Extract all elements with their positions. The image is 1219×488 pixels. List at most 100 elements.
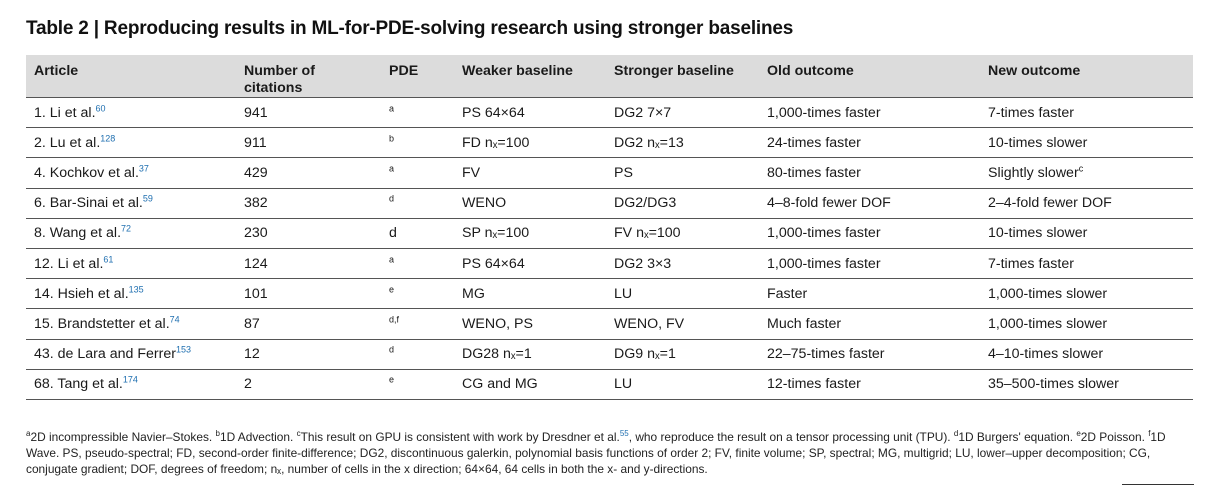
article-name: 68. Tang et al. xyxy=(34,376,123,393)
cell-weaker-baseline: FV xyxy=(454,157,606,189)
cell-pde: d,f xyxy=(381,308,454,340)
cell-old-outcome: Much faster xyxy=(759,308,980,340)
pde-footnote-mark: e xyxy=(389,374,395,385)
article-name: 2. Lu et al. xyxy=(34,134,101,151)
cell-old-outcome: 1,000-times faster xyxy=(759,248,980,280)
pde-footnote-mark: a xyxy=(389,102,395,113)
new-outcome-text: 35–500-times slower xyxy=(988,376,1119,393)
citation-link[interactable]: 74 xyxy=(169,314,180,325)
cell-stronger-baseline: LU xyxy=(606,369,759,400)
new-outcome-text: 10-times slower xyxy=(988,134,1088,151)
header-weaker-baseline: Weaker baseline xyxy=(462,63,573,79)
cell-old-outcome: Faster xyxy=(759,278,980,310)
cell-stronger-baseline: DG2 7×7 xyxy=(606,96,759,129)
cell-article: 43. de Lara and Ferrer153 xyxy=(26,339,236,370)
table-row: 2. Lu et al.128 911 b FD nₓ=100 DG2 nₓ=13 24-… xyxy=(26,127,1193,159)
footnote-mark-e: e xyxy=(1076,429,1081,438)
citation-link[interactable]: 174 xyxy=(122,374,138,385)
citation-link[interactable]: 59 xyxy=(142,193,153,204)
footnote-mark-f: f xyxy=(1148,429,1151,438)
cell-pde: a xyxy=(381,248,454,280)
footnote-e-text: 2D Poisson. xyxy=(1080,429,1149,444)
header-article: Article xyxy=(34,63,79,79)
cell-new-outcome: 10-times slower xyxy=(980,218,1193,249)
pde-footnote-mark: d xyxy=(389,344,395,355)
cell-pde: e xyxy=(381,369,454,400)
cell-weaker-baseline: WENO xyxy=(454,188,606,219)
cell-pde: d xyxy=(381,188,454,219)
page-rule xyxy=(1122,484,1194,485)
cell-weaker-baseline: PS 64×64 xyxy=(454,248,606,280)
cell-pde: d xyxy=(381,339,454,370)
table-row: 8. Wang et al.72 230 d SP nₓ=100 FV nₓ=100 1,… xyxy=(26,218,1193,249)
cell-stronger-baseline: LU xyxy=(606,278,759,310)
cell-article: 4. Kochkov et al.37 xyxy=(26,157,236,189)
citation-link[interactable]: 37 xyxy=(138,163,149,174)
header-new-outcome: New outcome xyxy=(988,63,1081,79)
table-title: Table 2 | Reproducing results in ML-for-… xyxy=(26,18,794,39)
cell-new-outcome: 10-times slower xyxy=(980,127,1193,159)
article-name: 14. Hsieh et al. xyxy=(34,285,129,302)
cell-citations: 12 xyxy=(236,339,381,370)
citation-link[interactable]: 60 xyxy=(95,102,106,113)
footnote-f-text: 1D Wave. PS, pseudo-spectral; FD, second… xyxy=(26,429,1166,476)
footnote-c-citation-link[interactable]: 55 xyxy=(619,429,629,438)
cell-weaker-baseline: WENO, PS xyxy=(454,308,606,340)
footnote-nx-text: nₓ, number of cells in the x direction; … xyxy=(270,461,708,476)
article-name: 1. Li et al. xyxy=(34,104,96,121)
table-row: 12. Li et al.61 124 a PS 64×64 DG2 3×3 1,000-… xyxy=(26,248,1193,280)
cell-stronger-baseline: DG9 nₓ=1 xyxy=(606,339,759,370)
table-row: 14. Hsieh et al.135 101 e MG LU Faster 1,000-t… xyxy=(26,278,1193,310)
article-name: 8. Wang et al. xyxy=(34,225,122,242)
cell-old-outcome: 1,000-times faster xyxy=(759,218,980,249)
citation-link[interactable]: 72 xyxy=(121,223,132,234)
cell-citations: 911 xyxy=(236,127,381,159)
table-body: 1. Li et al.60 941 a PS 64×64 DG2 7×7 1,000-t… xyxy=(26,96,1193,400)
pde-footnote-mark: b xyxy=(389,133,395,144)
cell-new-outcome: 4–10-times slower xyxy=(980,339,1193,370)
cell-citations: 124 xyxy=(236,248,381,280)
pde-footnote-mark: d,f xyxy=(389,314,400,325)
cell-pde: a xyxy=(381,157,454,189)
new-outcome-text: 10-times slower xyxy=(988,225,1088,242)
citation-link[interactable]: 135 xyxy=(128,283,144,294)
table-footnote: a2D incompressible Navier–Stokes. b1D Ad… xyxy=(26,426,1201,477)
new-outcome-text: 1,000-times slower xyxy=(988,285,1108,302)
footnote-b-text: 1D Advection. xyxy=(219,429,297,444)
cell-article: 2. Lu et al.128 xyxy=(26,127,236,159)
cell-article: 6. Bar-Sinai et al.59 xyxy=(26,188,236,219)
footnote-c-text1: This result on GPU is consistent with wo… xyxy=(300,429,620,444)
new-outcome-text: 4–10-times slower xyxy=(988,346,1104,363)
cell-old-outcome: 1,000-times faster xyxy=(759,96,980,129)
article-name: 4. Kochkov et al. xyxy=(34,164,139,181)
pde-footnote-mark: d xyxy=(389,193,395,204)
cell-article: 68. Tang et al.174 xyxy=(26,369,236,400)
cell-weaker-baseline: SP nₓ=100 xyxy=(454,218,606,249)
cell-citations: 429 xyxy=(236,157,381,189)
cell-stronger-baseline: DG2 nₓ=13 xyxy=(606,127,759,159)
cell-old-outcome: 80-times faster xyxy=(759,157,980,189)
article-name: 15. Brandstetter et al. xyxy=(34,315,170,332)
cell-stronger-baseline: PS xyxy=(606,157,759,189)
cell-citations: 382 xyxy=(236,188,381,219)
citation-link[interactable]: 128 xyxy=(100,133,116,144)
article-name: 43. de Lara and Ferrer xyxy=(34,346,176,363)
cell-article: 12. Li et al.61 xyxy=(26,248,236,280)
footnote-d-text: 1D Burgers' equation. xyxy=(958,429,1077,444)
header-citations: Number of citations xyxy=(236,55,381,98)
cell-new-outcome: 7-times faster xyxy=(980,248,1193,280)
cell-citations: 87 xyxy=(236,308,381,340)
cell-stronger-baseline: DG2/DG3 xyxy=(606,188,759,219)
table-header-row: Article Number of citations PDE Weaker ba… xyxy=(26,55,1193,98)
new-outcome-footnote-mark: c xyxy=(1078,163,1084,174)
table-row: 68. Tang et al.174 2 e CG and MG LU 12-times … xyxy=(26,369,1193,400)
table-row: 15. Brandstetter et al.74 87 d,f WENO, PS WE… xyxy=(26,308,1193,340)
cell-pde: b xyxy=(381,127,454,159)
cell-old-outcome: 12-times faster xyxy=(759,369,980,400)
citation-link[interactable]: 61 xyxy=(103,253,114,264)
citation-link[interactable]: 153 xyxy=(175,344,191,355)
cell-weaker-baseline: PS 64×64 xyxy=(454,96,606,129)
table-row: 43. de Lara and Ferrer153 12 d DG28 nₓ=1 DG9… xyxy=(26,339,1193,370)
cell-article: 15. Brandstetter et al.74 xyxy=(26,308,236,340)
cell-old-outcome: 22–75-times faster xyxy=(759,339,980,370)
